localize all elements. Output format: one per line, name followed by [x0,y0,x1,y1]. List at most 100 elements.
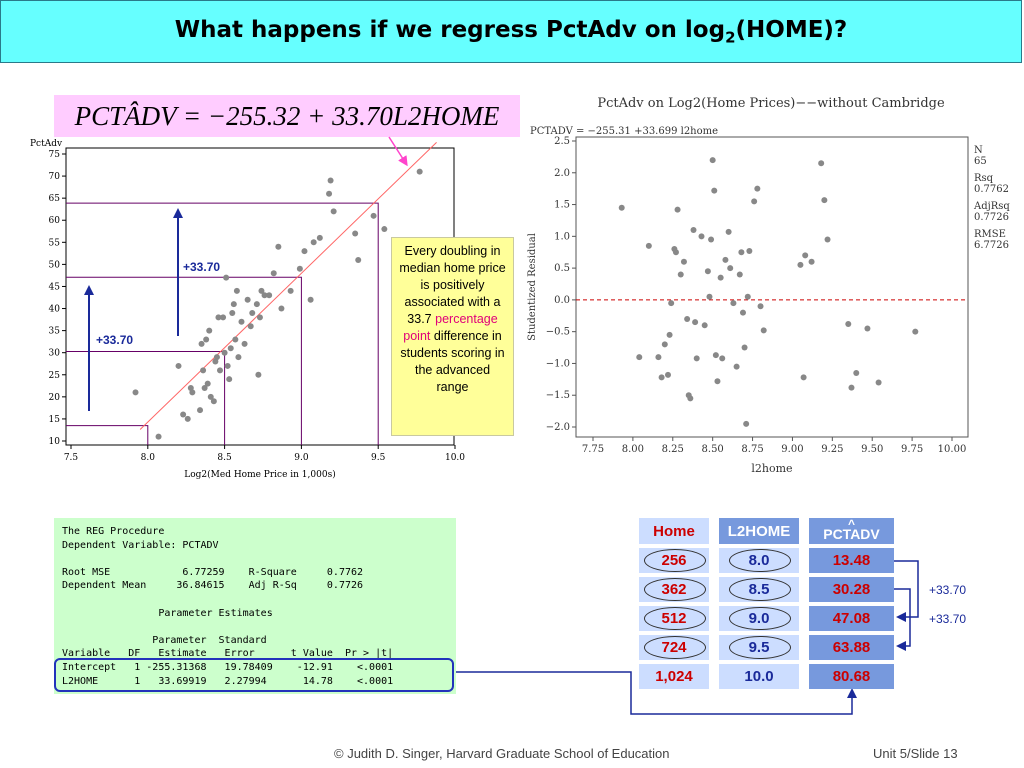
right-data-point [725,228,732,235]
right-data-point [701,322,708,329]
right-xtick-label: 9.25 [821,444,843,455]
left-ytick-label: 60 [49,216,61,226]
regression-output-panel: The REG Procedure Dependent Variable: PC… [54,518,456,694]
left-ytick-label: 40 [49,305,61,315]
title-bar: What happens if we regress PctAdv on log… [0,0,1022,63]
right-data-point [736,271,743,278]
left-data-point [232,336,239,343]
footer-credit: © Judith D. Singer, Harvard Graduate Sch… [334,746,670,761]
right-chart-xlabel: l2home [751,462,792,475]
right-data-point [802,252,809,259]
left-data-point [296,265,303,272]
right-data-point [719,355,726,362]
table-cell-pctadv: 30.28 [809,577,894,602]
right-data-point [711,187,718,194]
left-ytick-label: 35 [49,327,61,337]
table-cell-l2home: 10.0 [719,664,799,689]
left-data-point [244,296,251,303]
right-ytick-label: 0.5 [554,263,570,274]
left-ytick-label: 45 [49,282,61,292]
title-main: What happens if we regress PctAdv on log [174,16,726,43]
table-cell-pctadv: 63.88 [809,635,894,660]
title-subscript: 2 [725,28,736,47]
right-data-point [757,303,764,310]
left-guide-line-4 [66,202,379,445]
left-data-point [249,309,256,316]
left-ytick-label: 65 [49,194,61,204]
left-data-point [253,301,260,308]
left-ytick-label: 15 [49,415,61,425]
right-stat-value: 0.7762 [974,184,1009,195]
table-cell-pctadv: 47.08 [809,606,894,631]
table-cell-pctadv: 13.48 [809,548,894,573]
right-data-point [666,331,673,338]
table-diff-label-2: +33.70 [929,612,966,626]
l2home-value-oval [729,607,791,630]
left-chart-fit-line [139,142,437,430]
right-xtick-label: 8.75 [741,444,763,455]
left-data-point [201,385,208,392]
table-header-home: Home [639,518,709,544]
right-data-point [746,247,753,254]
right-ytick-label: −0.5 [546,327,570,338]
left-data-point [213,354,220,361]
right-data-point [824,236,831,243]
right-stat-label: RMSE [974,229,1006,240]
right-data-point [722,256,729,263]
right-data-point [692,319,699,326]
right-data-point [754,185,761,192]
right-data-point [674,206,681,213]
left-data-point [198,340,205,347]
left-ytick-label: 10 [49,437,61,447]
right-data-point [738,249,745,256]
left-data-point [307,296,314,303]
right-xtick-label: 8.50 [702,444,724,455]
left-data-point [207,393,214,400]
right-data-point [693,355,700,362]
callout-text-pre: Every doubling in median home price is p… [399,244,506,326]
left-data-point [278,305,285,312]
title-tail: (HOME)? [735,16,848,43]
left-data-point [255,371,262,378]
right-chart-ylabel: Studentized Residual [527,233,538,341]
right-xtick-label: 9.00 [781,444,803,455]
left-data-point [266,292,273,299]
right-stat-value: 6.7726 [974,240,1009,251]
left-data-point [220,314,227,321]
left-data-point [235,354,242,361]
right-chart-subtitle: PCTADV = −255.31 +33.699 l2home [530,126,718,137]
left-data-point [416,168,423,175]
right-data-point [661,341,668,348]
home-value-oval [644,578,706,601]
right-data-point [864,325,871,332]
right-data-point [680,258,687,265]
right-xtick-label: 9.50 [861,444,883,455]
left-data-point [216,367,223,374]
left-data-point [200,367,207,374]
right-xtick-label: 10.00 [938,444,967,455]
right-data-point [684,315,691,322]
left-data-point [238,318,245,325]
left-ytick-label: 75 [49,150,61,160]
right-data-point [739,309,746,316]
right-data-point [751,198,758,205]
right-data-point [853,369,860,376]
right-data-point [727,265,734,272]
left-data-point [275,243,282,250]
left-data-point [352,230,359,237]
left-data-point [197,407,204,414]
table-diff-label-1: +33.70 [929,583,966,597]
right-data-point [690,226,697,233]
left-ytick-label: 25 [49,371,61,381]
right-data-point [797,261,804,268]
left-ytick-label: 55 [49,238,61,248]
left-data-point [227,345,234,352]
right-data-point [800,374,807,381]
right-data-point [744,293,751,300]
left-data-point [229,309,236,316]
left-data-point [132,389,139,396]
right-data-point [658,374,665,381]
table-header-l2home: L2HOME [719,518,799,544]
right-data-point [706,293,713,300]
left-xtick-label: 8.5 [217,453,232,463]
